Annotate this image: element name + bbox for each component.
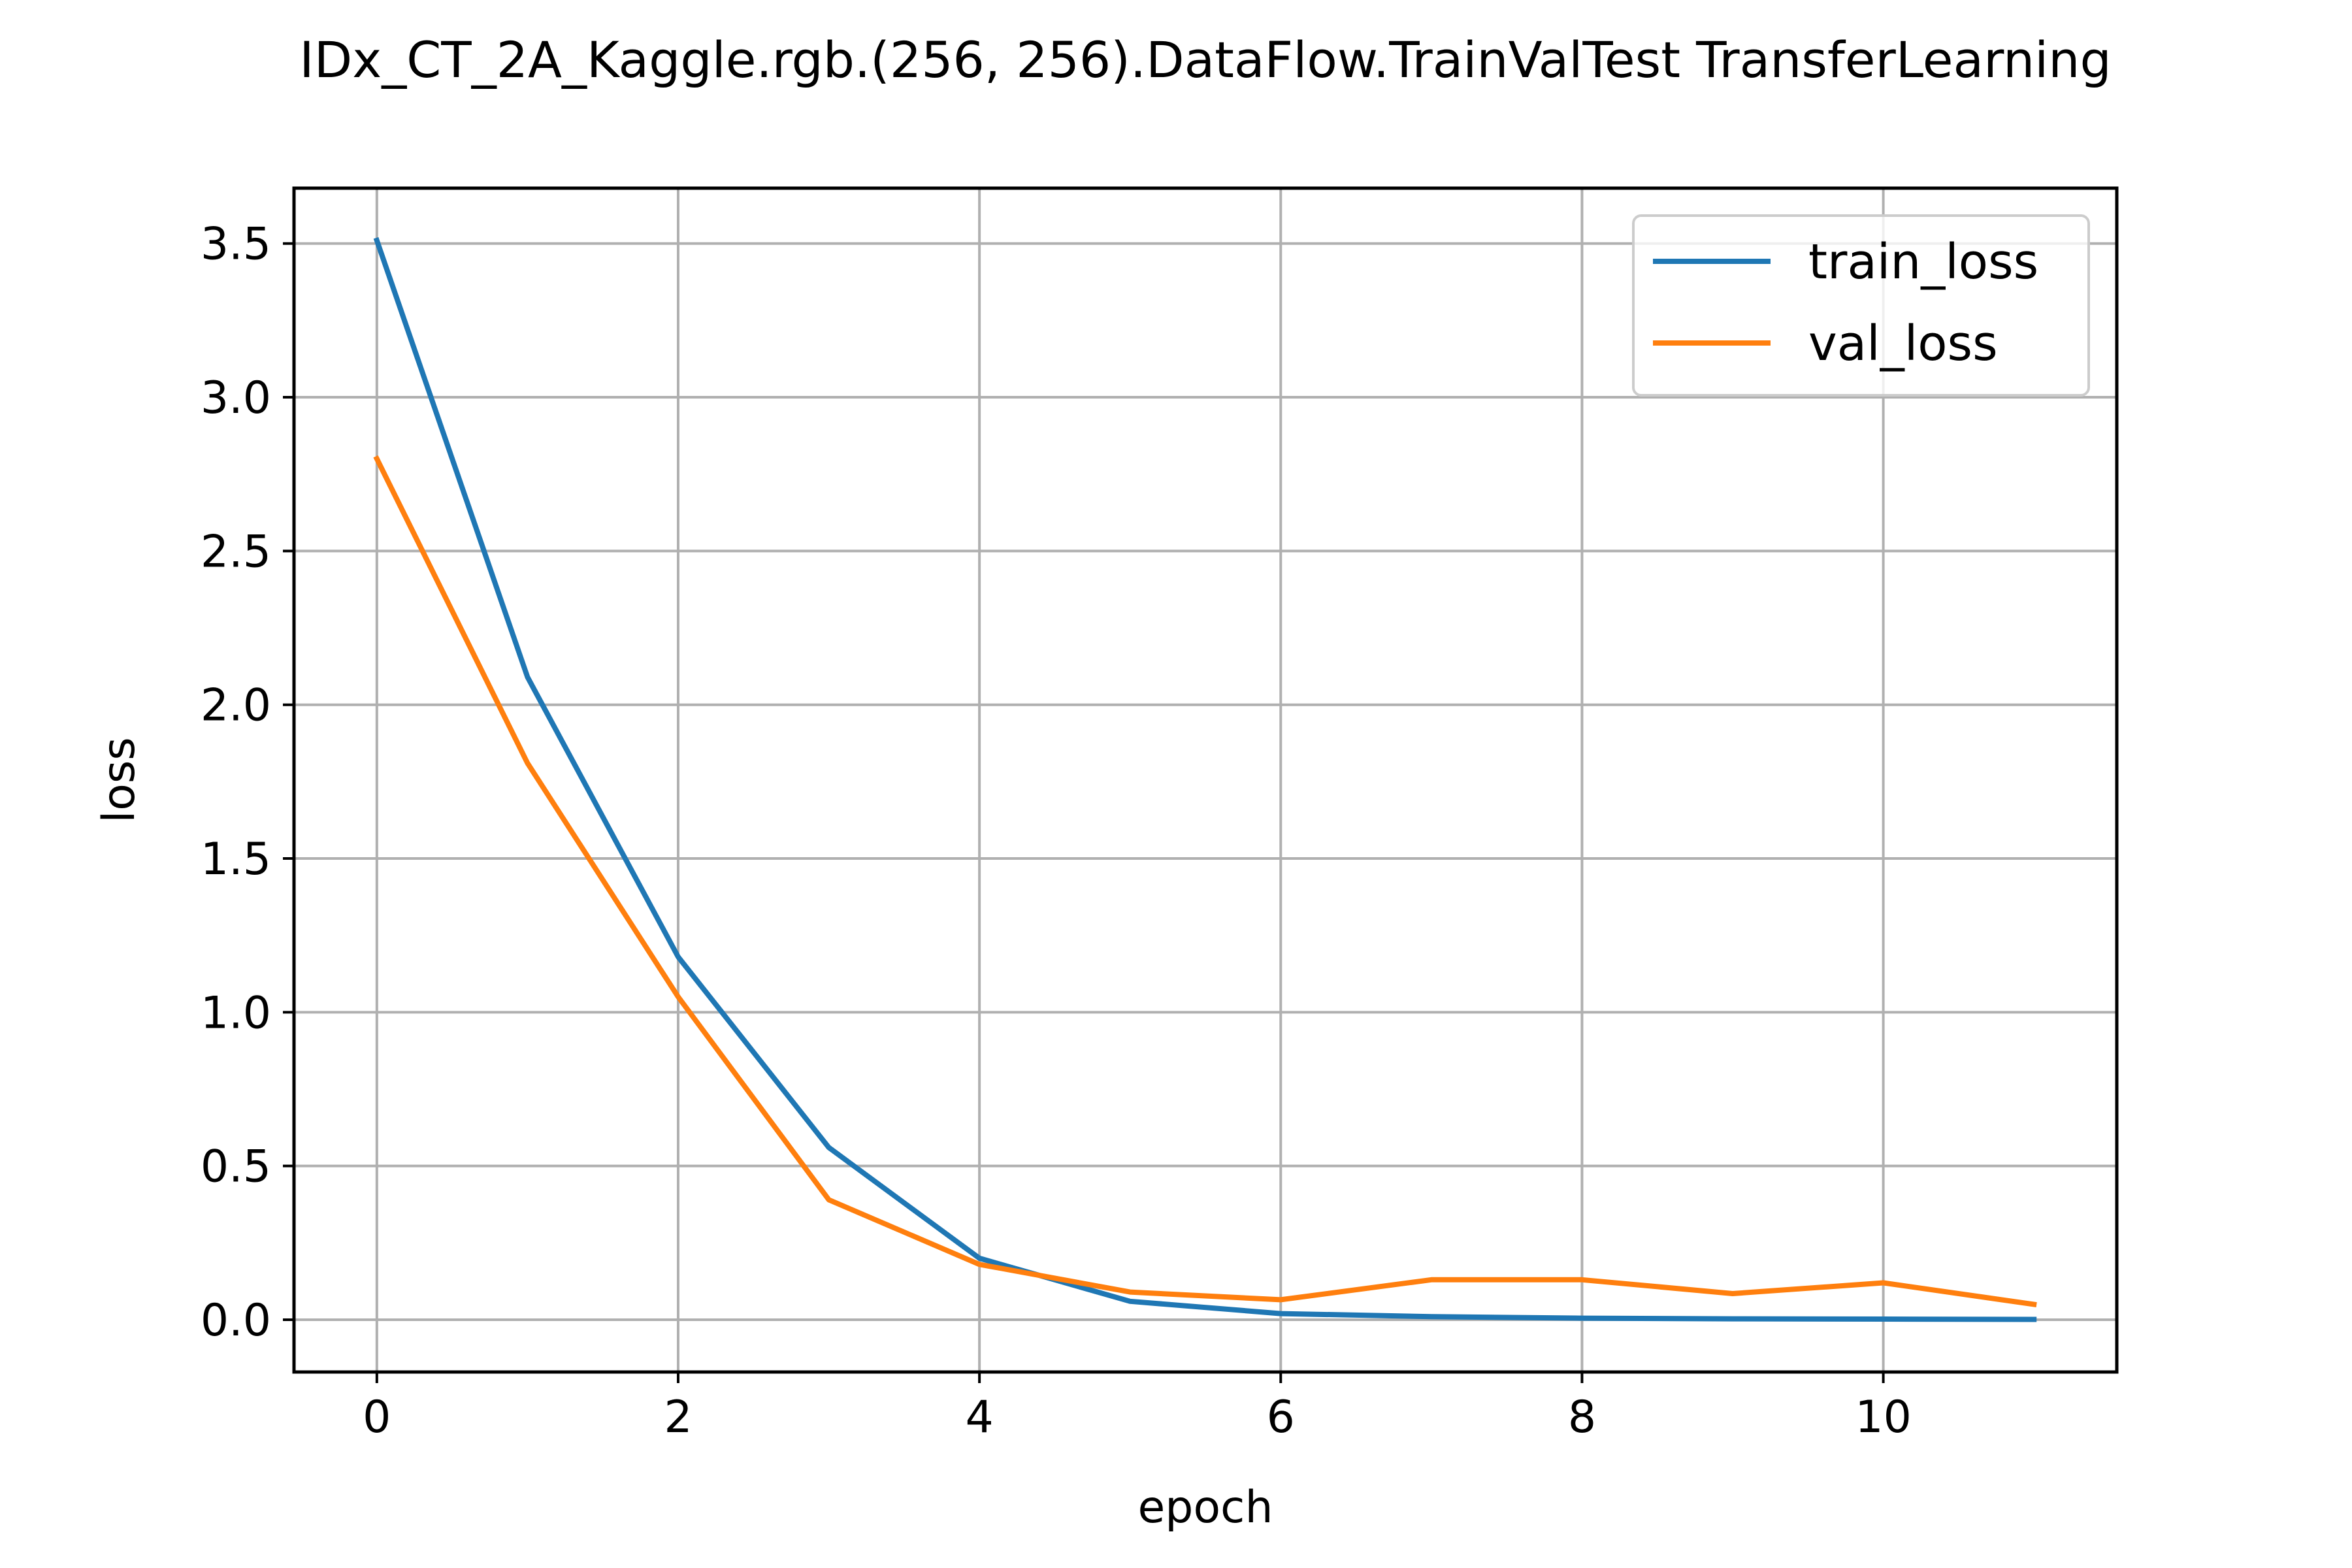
y-tick-label: 1.0 — [201, 987, 271, 1039]
y-tick-label: 3.0 — [201, 372, 271, 424]
y-tick-label: 0.5 — [201, 1141, 271, 1193]
x-tick-label: 8 — [1568, 1392, 1596, 1443]
plot-frame — [292, 186, 2119, 1374]
x-axis-label: epoch — [1137, 1482, 1273, 1533]
x-tick-label: 6 — [1267, 1392, 1295, 1443]
legend-label-val-loss: val_loss — [1808, 316, 1998, 372]
y-tick-label: 2.5 — [201, 526, 271, 578]
y-axis-label: loss — [93, 737, 145, 823]
x-tick-label: 4 — [965, 1392, 993, 1443]
x-tick-label: 10 — [1855, 1392, 1912, 1443]
legend-label-train-loss: train_loss — [1808, 234, 2038, 290]
series-line-train-loss — [373, 237, 2037, 1322]
series-line-val-loss — [373, 455, 2037, 1308]
y-tick-label: 3.5 — [201, 219, 271, 270]
x-tick-label: 0 — [363, 1392, 391, 1443]
series-lines — [373, 237, 2037, 1322]
x-tick-label: 2 — [664, 1392, 692, 1443]
legend: train_loss val_loss — [1632, 214, 2090, 397]
axis-ticks: 0 2 4 6 8 10 0.0 0.5 1.0 1.5 2.0 2.5 3.0 3.5 — [201, 219, 1912, 1443]
y-tick-label: 0.0 — [201, 1295, 271, 1347]
y-tick-label: 1.5 — [201, 834, 271, 885]
chart-title: IDx_CT_2A_Kaggle.rgb.(256, 256).DataFlow… — [299, 31, 2111, 89]
y-tick-label: 2.0 — [201, 680, 271, 732]
